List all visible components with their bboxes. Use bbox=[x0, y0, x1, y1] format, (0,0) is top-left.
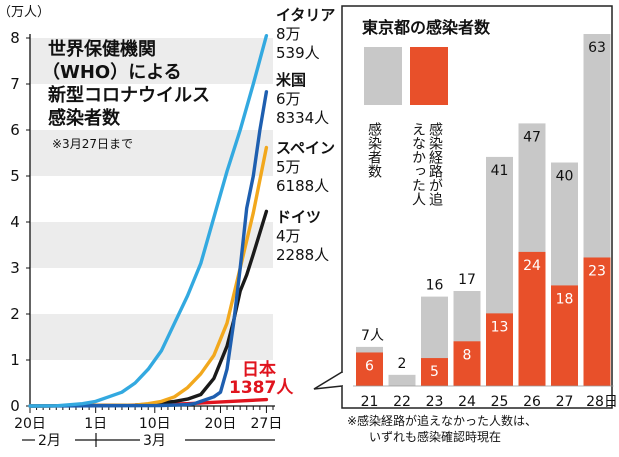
bar-untraced bbox=[583, 257, 611, 386]
y-tick-label: 6 bbox=[10, 121, 20, 139]
series-label: 米国 bbox=[276, 71, 306, 89]
total-value-label: 41 bbox=[491, 163, 509, 179]
bar-x-label: 27 bbox=[556, 394, 574, 410]
series-label: ドイツ bbox=[276, 208, 321, 226]
series-labels: イタリア8万539人米国6万8334人スペイン5万6188人ドイツ4万2288人… bbox=[229, 6, 335, 398]
grid-band bbox=[30, 222, 273, 268]
series-lines bbox=[28, 34, 269, 408]
grid-band bbox=[30, 38, 273, 84]
bar-x-label: 21 bbox=[361, 394, 379, 410]
bar-x-label: 22 bbox=[393, 394, 411, 410]
tokyo-bars: 6 7人 2 5 16 8 17 13 41 24 47 18 40 23 63 bbox=[353, 34, 614, 387]
bar-untraced bbox=[453, 341, 481, 386]
series-label: 6188人 bbox=[276, 177, 329, 195]
y-axis-unit-label: （万人） bbox=[0, 5, 50, 20]
y-tick-label: 4 bbox=[10, 213, 20, 231]
y-tick-label: 3 bbox=[10, 259, 20, 277]
title-line-3: 新型コロナウイルス bbox=[48, 84, 210, 106]
y-tick-label: 7 bbox=[10, 75, 20, 93]
series-label: 6万 bbox=[276, 90, 301, 108]
x-tick-label: 1日 bbox=[84, 416, 107, 432]
bar-untraced bbox=[486, 313, 513, 386]
series-label: 8万 bbox=[276, 25, 301, 43]
x-tick-label: 27日 bbox=[251, 416, 283, 432]
legend-swatch-total bbox=[364, 47, 402, 105]
total-value-label: 2 bbox=[398, 356, 407, 372]
series-label: 4万 bbox=[276, 227, 301, 245]
callout-pointer bbox=[313, 371, 343, 390]
untraced-value-label: 23 bbox=[588, 263, 606, 279]
series-label: 5万 bbox=[276, 158, 301, 176]
series-line bbox=[28, 90, 269, 408]
x-tick-label: 10日 bbox=[139, 416, 171, 432]
y-tick-label: 2 bbox=[10, 305, 20, 323]
line-chart-title: 世界保健機関 （WHO）による 新型コロナウイルス 感染者数 bbox=[42, 38, 210, 129]
tokyo-legend: 感染者数 感染経路が追 えなかった人 bbox=[364, 47, 448, 207]
total-value-label: 63 bbox=[588, 40, 606, 56]
y-tick-label: 5 bbox=[10, 167, 20, 185]
bar-x-label: 28日 bbox=[586, 394, 618, 410]
total-value-label: 16 bbox=[426, 278, 444, 294]
untraced-value-label: 6 bbox=[365, 358, 374, 374]
grid-band bbox=[30, 314, 273, 360]
bar-untraced bbox=[518, 251, 546, 386]
y-tick-labels: 0 1 2 3 4 5 6 7 8 bbox=[10, 29, 20, 415]
x-tick-label: 20日 bbox=[205, 416, 237, 432]
series-label: 2288人 bbox=[276, 246, 329, 264]
legend-label-untraced-line-2: えなかった人 bbox=[410, 122, 426, 206]
series-label: 8334人 bbox=[276, 109, 329, 127]
tokyo-chart-title: 東京都の感染者数 bbox=[362, 18, 491, 37]
total-value-label: 40 bbox=[556, 169, 574, 185]
tokyo-note-line-2: いずれも感染確認時現在 bbox=[369, 429, 501, 444]
untraced-value-label: 8 bbox=[463, 347, 472, 363]
title-line-4: 感染者数 bbox=[48, 107, 121, 129]
bar-total bbox=[388, 374, 416, 386]
legend-label-untraced-line-1: 感染経路が追 bbox=[427, 121, 443, 207]
x-tick-label: 20日 bbox=[14, 416, 46, 432]
series-label: 1387人 bbox=[229, 378, 294, 398]
y-tick-label: 0 bbox=[10, 397, 20, 415]
tokyo-note-line-1: ※感染経路が追えなかった人数は、 bbox=[347, 413, 537, 428]
series-label: 539人 bbox=[276, 44, 320, 62]
total-value-label: 17 bbox=[458, 272, 476, 288]
title-line-1: 世界保健機関 bbox=[48, 38, 156, 60]
total-value-label: 47 bbox=[523, 129, 541, 145]
untraced-value-label: 18 bbox=[556, 291, 574, 307]
bar-x-label: 24 bbox=[458, 394, 476, 410]
legend-label-total: 感染者数 bbox=[366, 121, 382, 178]
untraced-value-label: 24 bbox=[523, 258, 541, 274]
y-tick-label: 8 bbox=[10, 29, 20, 47]
bar-untraced bbox=[356, 352, 383, 386]
series-label: 日本 bbox=[242, 359, 276, 380]
total-value-label: 7人 bbox=[361, 328, 384, 344]
bar-x-label: 25 bbox=[491, 394, 509, 410]
untraced-value-label: 5 bbox=[430, 364, 439, 380]
y-tick-label: 1 bbox=[10, 351, 20, 369]
bar-untraced bbox=[551, 285, 578, 386]
untraced-value-label: 13 bbox=[491, 319, 509, 335]
bar-x-label: 23 bbox=[426, 394, 444, 410]
series-label: イタリア bbox=[276, 6, 335, 24]
series-line bbox=[28, 34, 269, 408]
series-label: スペイン bbox=[276, 139, 335, 157]
month-label-feb: 2月 bbox=[38, 433, 61, 449]
month-label-mar: 3月 bbox=[143, 433, 166, 449]
month-labels: 2月 3月 bbox=[22, 433, 275, 449]
bar-x-label: 26 bbox=[523, 394, 541, 410]
tokyo-x-labels: 21 22 23 24 25 26 27 28日 bbox=[361, 394, 618, 410]
bar-untraced bbox=[421, 358, 448, 386]
legend-swatch-untraced bbox=[410, 47, 448, 105]
title-line-2: （WHO）による bbox=[42, 62, 182, 83]
x-tick-labels: 20日 1日 10日 20日 27日 bbox=[14, 416, 282, 432]
cutoff-note: ※3月27日まで bbox=[52, 137, 133, 151]
